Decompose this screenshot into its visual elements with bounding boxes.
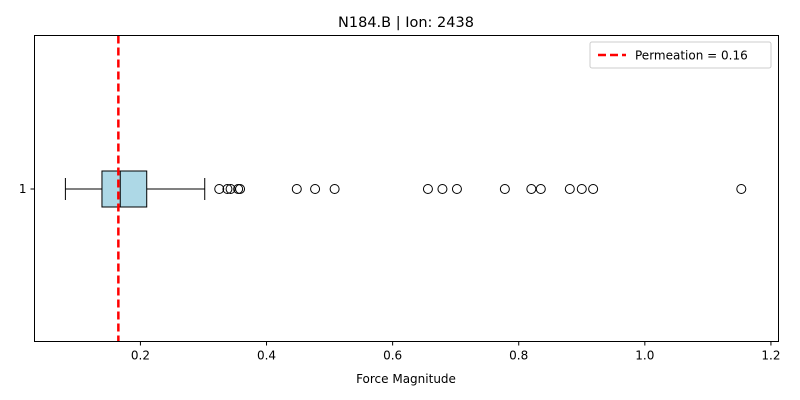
outlier-point: [451, 184, 462, 194]
x-tick-label: 1.0: [635, 349, 654, 363]
x-tick-label: 0.4: [257, 349, 276, 363]
outlier-point: [222, 184, 233, 194]
x-axis: 0.2 0.4 0.6 0.8 1.0 1.2: [131, 341, 780, 363]
chart-title: N184.B | Ion: 2438: [338, 15, 474, 31]
plot-area: [64, 35, 747, 342]
outlier-point: [310, 184, 321, 194]
outlier-point: [235, 184, 246, 194]
x-tick-label: 0.8: [509, 349, 528, 363]
outlier-point: [437, 184, 448, 194]
iqr-box: [101, 170, 148, 208]
outlier-point: [564, 184, 575, 194]
legend: Permeation = 0.16: [589, 41, 772, 69]
x-tick-label: 0.2: [131, 349, 150, 363]
outlier-point: [526, 184, 537, 194]
x-tick-label: 1.2: [761, 349, 780, 363]
outlier-point: [576, 184, 587, 194]
outlier-point: [329, 184, 340, 194]
outlier-point: [588, 184, 599, 194]
x-axis-label: Force Magnitude: [356, 372, 456, 386]
outlier-point: [535, 184, 546, 194]
outlier-point: [291, 184, 302, 194]
outlier-point: [736, 184, 747, 194]
outlier-point: [499, 184, 510, 194]
y-axis: 1: [19, 182, 35, 196]
legend-box: [589, 41, 772, 69]
y-tick-label: 1: [19, 182, 27, 196]
legend-label: Permeation = 0.16: [635, 49, 748, 63]
outlier-point: [422, 184, 433, 194]
outlier-point: [214, 184, 225, 194]
x-tick-label: 0.6: [383, 349, 402, 363]
